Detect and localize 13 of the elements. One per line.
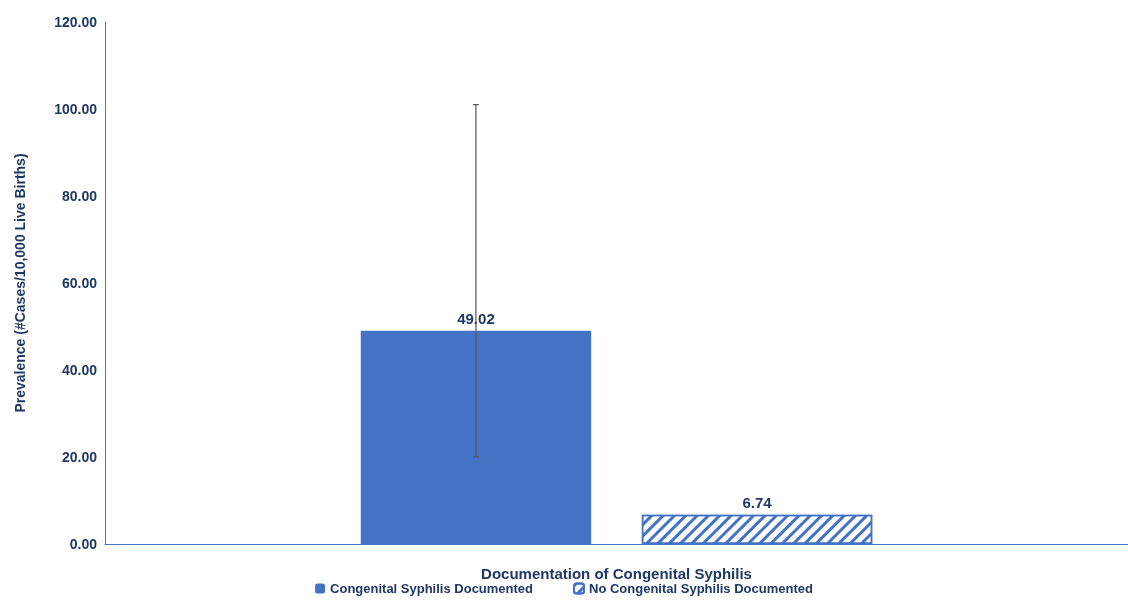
x-axis-title: Documentation of Congenital Syphilis — [481, 565, 752, 582]
y-tick-label: 80.00 — [61, 188, 98, 204]
y-tick-label: 20.00 — [61, 449, 98, 465]
y-tick-label: 120.00 — [54, 14, 98, 30]
y-tick-label: 0.00 — [69, 536, 98, 552]
y-tick-label: 40.00 — [61, 362, 98, 378]
y-axis-title: Prevalence (#Cases/10,000 Live Births) — [12, 153, 28, 413]
y-tick-label: 60.00 — [61, 275, 98, 291]
data-label: 6.74 — [742, 493, 773, 511]
y-tick-label: 100.00 — [54, 101, 98, 117]
legend-label: Congenital Syphilis Documented — [330, 581, 534, 596]
data-label: 49.02 — [457, 309, 495, 327]
legend-label: No Congenital Syphilis Documented — [589, 581, 813, 596]
